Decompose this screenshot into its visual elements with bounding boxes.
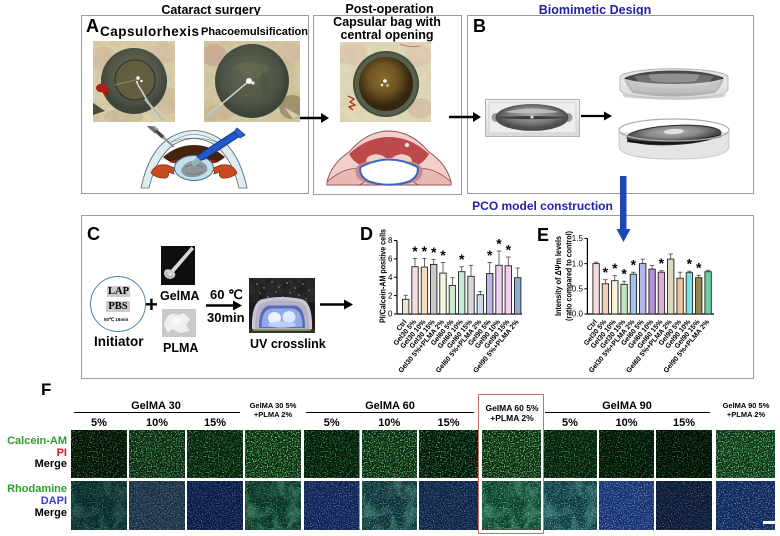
svg-text:*: * bbox=[696, 260, 702, 276]
svg-text:4: 4 bbox=[388, 273, 393, 282]
svg-text:0.0: 0.0 bbox=[572, 310, 584, 319]
svg-text:Intensity of ΔΨm levels: Intensity of ΔΨm levels bbox=[553, 236, 563, 316]
svg-text:*: * bbox=[612, 260, 618, 276]
svg-text:*: * bbox=[431, 244, 437, 260]
svg-text:*: * bbox=[603, 264, 609, 280]
svg-text:*: * bbox=[422, 243, 428, 259]
svg-text:0.5: 0.5 bbox=[572, 285, 584, 294]
svg-text:8: 8 bbox=[388, 236, 393, 245]
svg-text:PI/Calcein-AM positive cells: PI/Calcein-AM positive cells bbox=[378, 229, 388, 323]
svg-text:1.5: 1.5 bbox=[572, 234, 584, 243]
svg-text:*: * bbox=[440, 247, 446, 263]
svg-text:*: * bbox=[631, 257, 637, 273]
svg-text:*: * bbox=[687, 256, 693, 272]
svg-text:1.0: 1.0 bbox=[572, 259, 584, 268]
svg-text:*: * bbox=[487, 247, 493, 263]
svg-text:*: * bbox=[621, 266, 627, 282]
svg-text:*: * bbox=[496, 236, 502, 252]
svg-text:0: 0 bbox=[388, 310, 393, 319]
svg-text:6: 6 bbox=[388, 255, 393, 264]
svg-text:*: * bbox=[659, 255, 665, 271]
svg-text:(ratio compared to control): (ratio compared to control) bbox=[564, 231, 574, 321]
svg-text:2: 2 bbox=[388, 291, 393, 300]
svg-text:*: * bbox=[412, 243, 418, 259]
svg-text:*: * bbox=[506, 242, 512, 258]
svg-text:*: * bbox=[459, 251, 465, 267]
